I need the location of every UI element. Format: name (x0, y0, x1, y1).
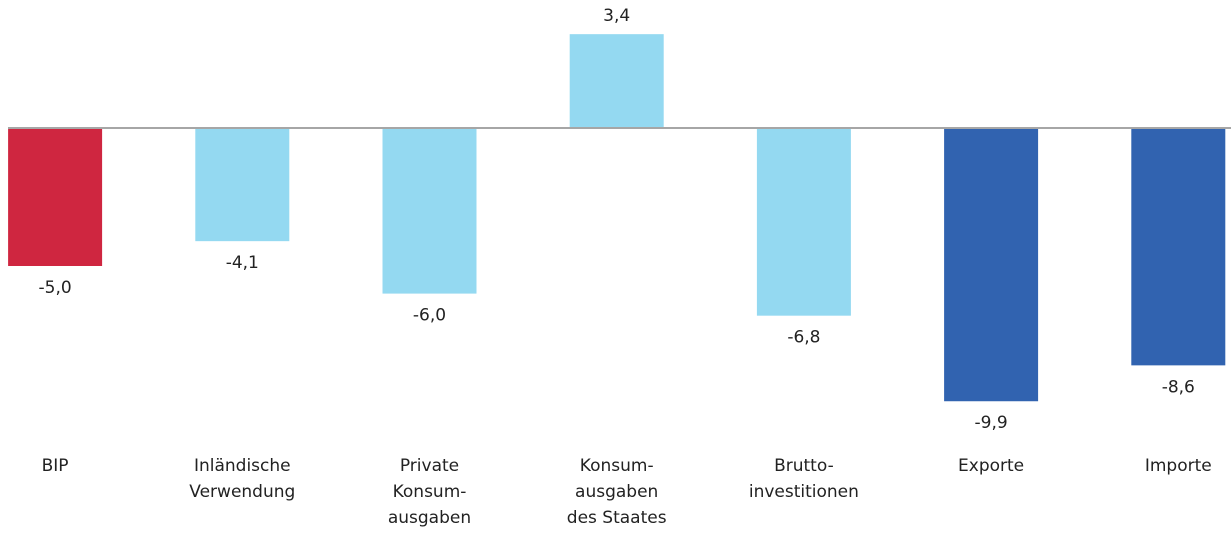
x-tick-label: Konsum-ausgaben des Staates (567, 456, 667, 528)
x-tick-label-line: Exporte (958, 456, 1024, 476)
value-label: -5,0 (39, 278, 72, 298)
bar (195, 128, 290, 242)
x-tick-label: Inländische Verwendung (189, 456, 295, 502)
bar (8, 128, 103, 266)
x-tick-label-line: des Staates (567, 508, 667, 528)
x-tick-label: Private Konsum-ausgaben (388, 456, 471, 528)
value-label: 3,4 (603, 6, 630, 26)
value-label: -4,1 (226, 253, 259, 273)
bar (382, 128, 477, 294)
bar (944, 128, 1039, 402)
x-tick-label-line: Inländische (194, 456, 291, 476)
x-tick-label-line: BIP (42, 456, 69, 476)
x-tick-label: Exporte (958, 456, 1024, 476)
value-label: -6,8 (787, 328, 820, 348)
x-tick-label-line: Importe (1145, 456, 1212, 476)
x-tick-label-line: Verwendung (189, 482, 295, 502)
x-tick-label: Importe (1145, 456, 1212, 476)
x-tick-label: Brutto-investitionen (749, 456, 859, 502)
value-label: -9,9 (975, 413, 1008, 433)
x-tick-label-line: ausgaben (575, 482, 658, 502)
x-tick-label-line: Private (400, 456, 459, 476)
x-tick-label-line: Konsum- (580, 456, 654, 476)
value-label: -8,6 (1162, 377, 1195, 397)
bar (1131, 128, 1226, 366)
bar (569, 34, 664, 128)
x-tick-label-line: ausgaben (388, 508, 471, 528)
x-tick-label: BIP (42, 456, 69, 476)
value-label: -6,0 (413, 306, 446, 326)
x-tick-label-line: Konsum- (393, 482, 467, 502)
x-tick-label-line: Brutto- (774, 456, 834, 476)
x-tick-label-line: investitionen (749, 482, 859, 502)
bar (756, 128, 851, 316)
